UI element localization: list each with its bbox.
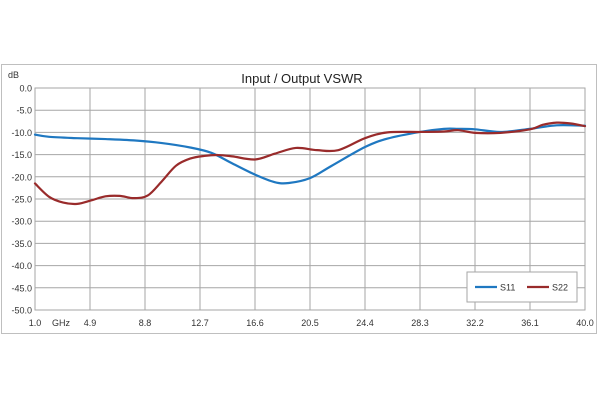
y-tick-label: -20.0 — [11, 172, 32, 182]
y-tick-label: -25.0 — [11, 195, 32, 205]
legend: S11 S22 — [466, 271, 578, 303]
series-lines — [33, 121, 587, 206]
x-tick-label: 20.5 — [301, 318, 319, 328]
grid — [34, 87, 586, 311]
chart-title: Input / Output VSWR — [241, 71, 362, 86]
legend-label-s11: S11 — [500, 283, 515, 293]
x-tick-label: 32.2 — [466, 318, 484, 328]
x-tick-label: 4.9 — [84, 318, 97, 328]
y-tick-label: -50.0 — [11, 306, 32, 316]
x-unit-label: GHz — [52, 318, 71, 328]
series-line-s11 — [33, 124, 587, 185]
x-tick-label: 1.0 — [29, 318, 42, 328]
plot-area-border — [34, 87, 586, 311]
x-tick-label: 36.1 — [521, 318, 539, 328]
x-tick-label: 12.7 — [191, 318, 209, 328]
y-tick-label: 0.0 — [19, 84, 32, 94]
y-tick-label: -45.0 — [11, 283, 32, 293]
series-line-s22 — [33, 121, 587, 206]
y-tick-label: -40.0 — [11, 261, 32, 271]
y-tick-label: -10.0 — [11, 128, 32, 138]
vswr-chart: Input / Output VSWR dB GHz 0.0 -5.0 -10.0 -… — [8, 70, 594, 329]
chart-frame: Input / Output VSWR dB GHz 0.0 -5.0 -10.0 -… — [1, 64, 597, 334]
x-tick-label: 16.6 — [246, 318, 264, 328]
y-tick-label: -35.0 — [11, 239, 32, 249]
y-tick-label: -30.0 — [11, 217, 32, 227]
x-tick-label: 40.0 — [576, 318, 594, 328]
axis-ticks: 0.0 -5.0 -10.0 -15.0 -20.0 -25.0 -30.0 -35.0 -40… — [11, 84, 593, 329]
y-axis-label: dB — [8, 70, 19, 80]
legend-label-s22: S22 — [552, 283, 568, 293]
x-tick-label: 8.8 — [139, 318, 152, 328]
y-tick-label: -15.0 — [11, 150, 32, 160]
x-tick-label: 28.3 — [411, 318, 429, 328]
y-tick-label: -5.0 — [16, 106, 32, 116]
x-tick-label: 24.4 — [356, 318, 374, 328]
